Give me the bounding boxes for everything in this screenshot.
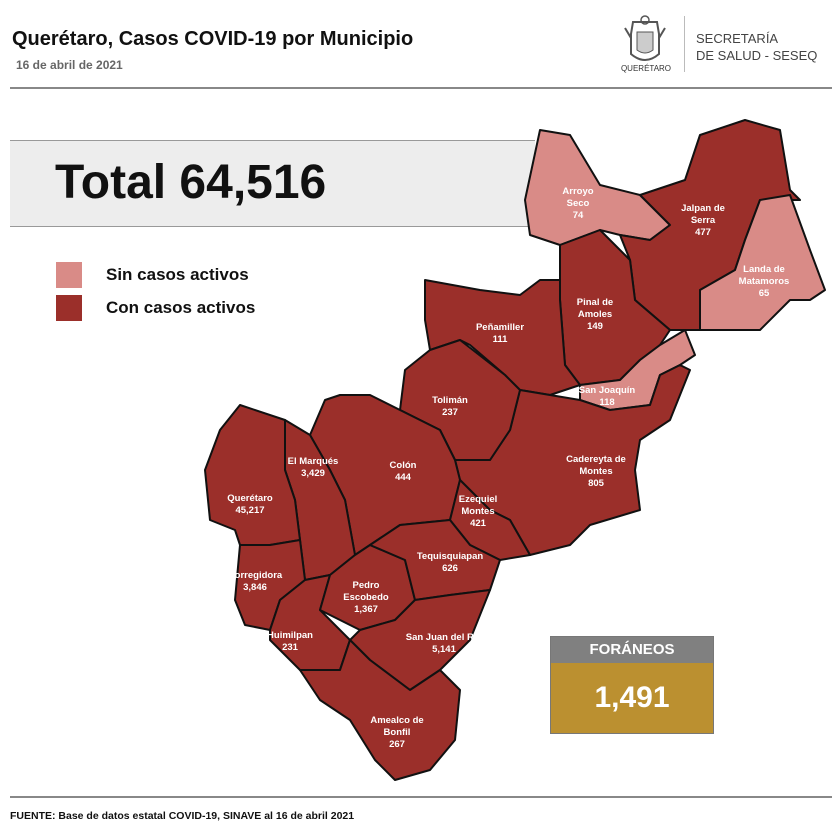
municipio-name: Arroyo	[562, 186, 594, 197]
municipio-cases: 421	[470, 518, 486, 529]
legend-swatch-active	[56, 295, 82, 321]
municipio-cases: 5,141	[432, 644, 456, 655]
municipio-landa-de-matamoros	[699, 194, 826, 331]
municipio-label-pedro-escobedo: Pedro Escobedo 1,367	[343, 580, 388, 616]
municipio-label-huimilpan: Huimilpan 231	[267, 630, 313, 654]
queretaro-coat-of-arms-logo	[624, 15, 666, 61]
municipio-queretaro	[204, 404, 301, 546]
page-title: Querétaro, Casos COVID-19 por Municipio	[12, 28, 414, 50]
legend-label-inactive: Sin casos activos	[106, 265, 249, 284]
municipio-label-queretaro: Querétaro 45,217	[227, 493, 272, 517]
municipio-label-landa-de-matamoros: Landa de Matamoros 65	[739, 264, 790, 300]
municipio-label-colon: Colón 444	[390, 460, 417, 484]
municipio-name: Peñamiller	[475, 322, 525, 333]
municipio-cases: 65	[758, 288, 770, 299]
municipio-label-penamiller: Peñamiller 111	[476, 322, 524, 346]
municipio-name: Huimilpan	[267, 630, 313, 641]
municipio-label-san-joaquin: San Joaquín 118	[579, 385, 635, 409]
municipio-name: Escobedo	[343, 592, 389, 603]
municipio-name: Pinal de	[576, 297, 614, 308]
report-date: 16 de abril de 2021	[16, 58, 123, 72]
header-rule	[10, 87, 832, 89]
municipio-cases: 237	[442, 407, 458, 418]
municipio-cases: 149	[587, 321, 603, 332]
municipio-name: Landa de	[743, 264, 785, 275]
municipio-name: Amealco de	[370, 715, 424, 726]
municipio-name: Bonfil	[383, 727, 411, 738]
municipio-cases: 111	[492, 334, 508, 345]
municipio-name: Matamoros	[738, 276, 790, 287]
legend-label-active: Con casos activos	[106, 298, 256, 317]
municipio-name: Querétaro	[227, 493, 273, 504]
header-divider	[684, 16, 685, 72]
logo-text: QUERÉTARO	[620, 64, 672, 73]
municipio-name: Tolimán	[432, 395, 468, 406]
municipio-cases: 3,429	[301, 468, 325, 479]
municipio-amealco-de-bonfil	[299, 639, 461, 781]
municipio-cases: 45,217	[235, 505, 265, 516]
municipio-name: Cadereyta de	[566, 454, 626, 465]
municipio-cases: 3,846	[243, 582, 267, 593]
source-note: FUENTE: Base de datos estatal COVID-19, …	[10, 810, 355, 822]
secretaria-line1: SECRETARÍA	[696, 31, 779, 46]
legend-swatch-inactive	[56, 262, 82, 288]
municipio-cases: 444	[395, 472, 411, 483]
municipio-name: Pedro	[352, 580, 380, 591]
municipio-cases: 74	[572, 210, 584, 221]
municipio-cases: 267	[389, 739, 405, 750]
municipio-cases: 477	[695, 227, 711, 238]
municipio-label-el-marques: El Marqués 3,429	[288, 456, 339, 480]
municipio-name: Corregidora	[227, 570, 283, 581]
municipio-cases: 1,367	[354, 604, 378, 615]
footer-rule	[10, 796, 832, 798]
municipio-name: Seco	[566, 198, 590, 209]
municipio-name: Ezequiel	[458, 494, 498, 505]
municipio-name: Amoles	[577, 309, 613, 320]
foraneos-label: FORÁNEOS	[551, 637, 713, 663]
municipio-name: Jalpan de	[681, 203, 725, 214]
municipio-label-cadereyta-de-montes: Cadereyta de Montes 805	[566, 454, 626, 490]
municipio-label-ezequiel-montes: Ezequiel Montes 421	[459, 494, 498, 530]
municipio-name: Tequisquiapan	[416, 551, 484, 562]
municipio-label-tequisquiapan: Tequisquiapan 626	[417, 551, 483, 575]
secretaria-line2: DE SALUD - SESEQ	[696, 48, 818, 63]
municipio-label-amealco-de-bonfil: Amealco de Bonfil 267	[370, 715, 423, 751]
municipio-arroyo-seco	[524, 129, 671, 246]
municipio-toliman	[399, 339, 521, 461]
foraneos-value: 1,491	[551, 663, 713, 733]
municipio-label-pinal-de-amoles: Pinal de Amoles 149	[577, 297, 613, 333]
total-band	[10, 140, 535, 227]
municipio-cases: 626	[442, 563, 458, 574]
municipio-name: Colón	[389, 460, 417, 471]
secretaria-label: SECRETARÍA DE SALUD - SESEQ	[696, 30, 817, 64]
municipio-label-arroyo-seco: Arroyo Seco 74	[562, 186, 593, 222]
municipio-name: El Marqués	[287, 456, 339, 467]
municipio-label-toliman: Tolimán 237	[432, 395, 468, 419]
municipio-name: Serra	[690, 215, 716, 226]
municipio-cases: 118	[599, 397, 615, 408]
total-cases: Total 64,516	[55, 156, 327, 209]
municipio-name: Montes	[579, 466, 613, 477]
municipio-label-jalpan-de-serra: Jalpan de Serra 477	[681, 203, 725, 239]
municipio-name: San Juan del Río	[405, 632, 483, 643]
municipio-label-san-juan-del-rio: San Juan del Río 5,141	[406, 632, 483, 656]
municipio-name: Montes	[461, 506, 495, 517]
foraneos-box: FORÁNEOS 1,491	[550, 636, 714, 734]
municipio-cases: 805	[588, 478, 604, 489]
municipio-label-corregidora: Corregidora 3,846	[228, 570, 282, 594]
municipio-name: San Joaquín	[578, 385, 636, 396]
municipio-cases: 231	[282, 642, 298, 653]
